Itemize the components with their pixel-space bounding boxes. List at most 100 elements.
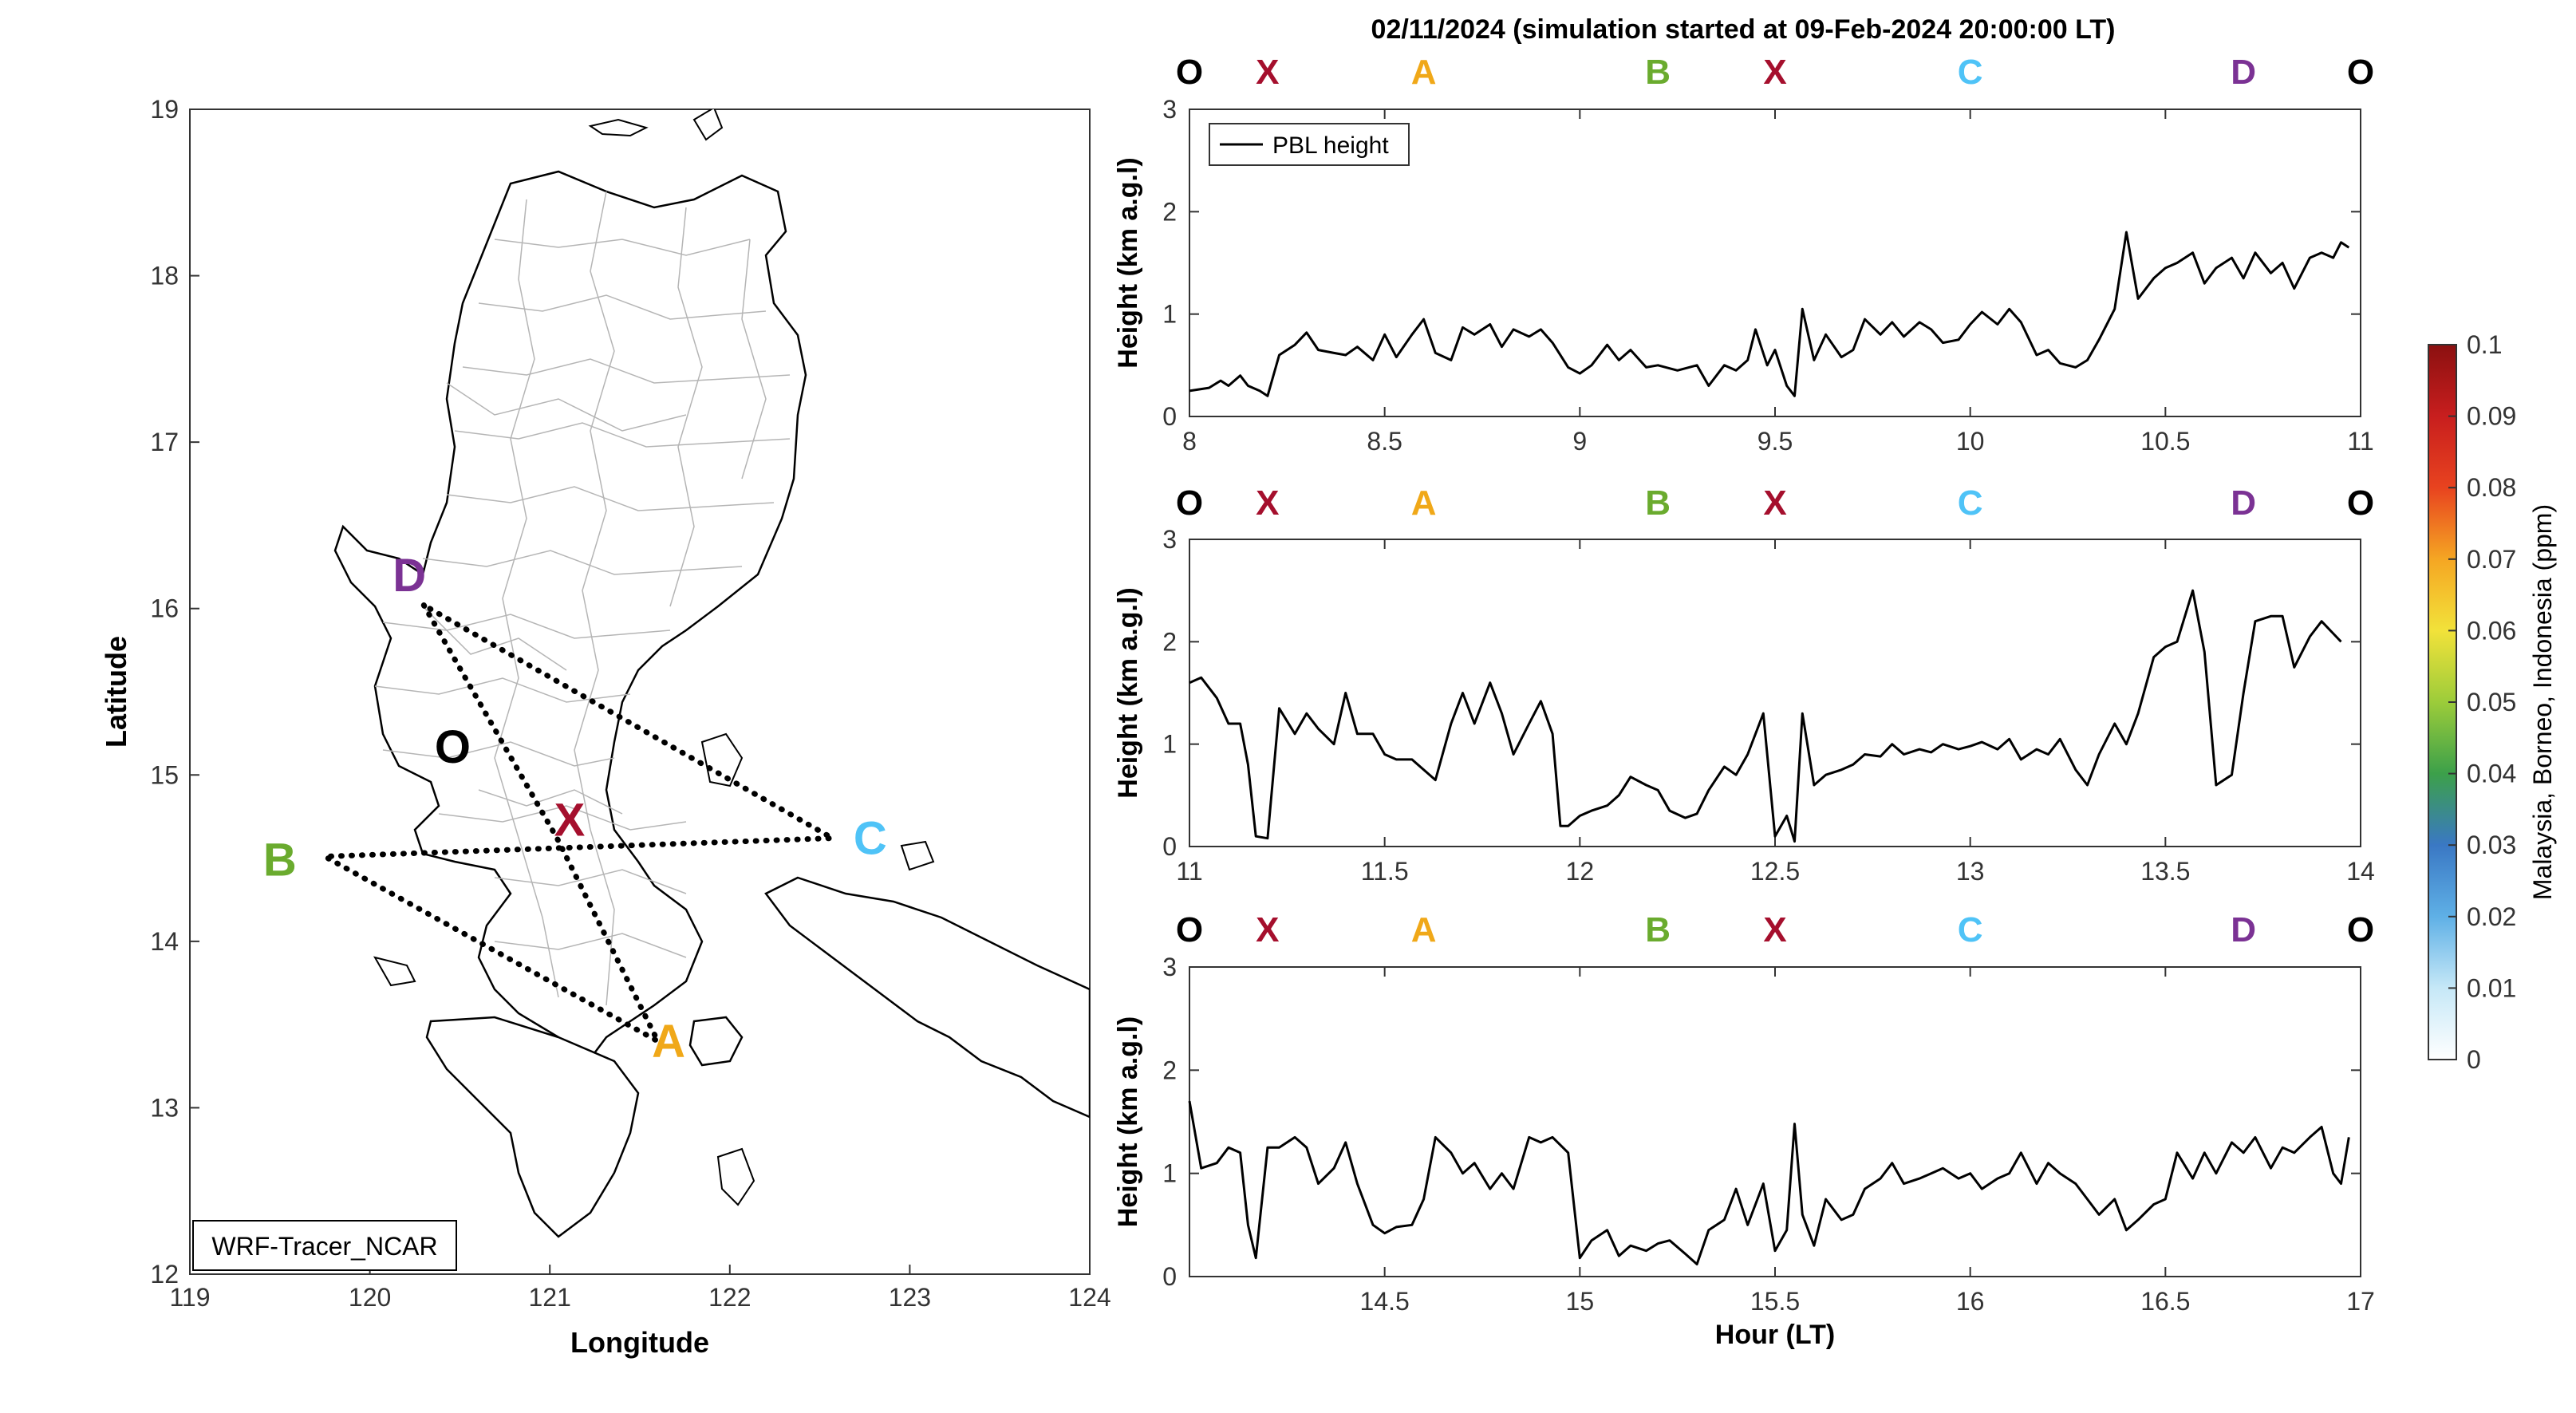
map-point-b: B — [263, 835, 297, 886]
map-y-tick-label: 19 — [150, 95, 179, 124]
header-letter-b: B — [1645, 910, 1671, 949]
header-letter-x: X — [1763, 483, 1786, 523]
small-island-1 — [692, 109, 724, 141]
header-letter-b: B — [1645, 53, 1671, 92]
y-tick-label: 2 — [1162, 627, 1177, 656]
header-letter-d: D — [2231, 910, 2256, 949]
colorbar-tick-label: 0.08 — [2467, 473, 2516, 502]
map-x-tick-label: 122 — [708, 1283, 751, 1312]
marinduque-island — [688, 1016, 744, 1067]
x-tick-label: 11 — [1176, 857, 1202, 886]
header-letter-o: O — [1176, 483, 1203, 523]
header-letter-x: X — [1256, 53, 1279, 92]
route-dotted-line — [314, 602, 842, 1048]
model-label-box — [192, 1220, 457, 1271]
colorbar: 0 0.01 0.02 0.03 0.04 0.05 0.06 0.07 0.08 0.09 0.1… — [2428, 330, 2557, 1074]
y-tick-label: 2 — [1162, 1056, 1177, 1084]
header-letter-c: C — [1958, 910, 1983, 949]
map-y-tick-label: 14 — [150, 927, 179, 956]
pbl-height-line — [1188, 1100, 2350, 1265]
map-point-o: O — [435, 721, 471, 773]
map-x-tick-label: 119 — [169, 1283, 210, 1312]
x-tick-label: 15.5 — [1750, 1287, 1800, 1316]
x-tick-label: 13 — [1956, 857, 1985, 886]
colorbar-tick-label: 0.01 — [2467, 973, 2516, 1002]
header-letter-o: O — [2347, 483, 2374, 523]
map-y-tick-label: 13 — [150, 1093, 179, 1122]
panel-xlabel: Hour (LT) — [1715, 1320, 1835, 1350]
y-tick-label: 0 — [1162, 1262, 1177, 1291]
panel-ylabel: Height (km a.g.l) — [1113, 1016, 1143, 1227]
map-y-tick-label: 12 — [150, 1260, 179, 1289]
small-island-4 — [716, 1147, 755, 1206]
small-island-2 — [900, 840, 935, 871]
province-boundaries — [374, 191, 791, 1006]
map-y-tick-label: 17 — [150, 428, 179, 456]
header-letter-x: X — [1256, 483, 1279, 523]
map-point-a: A — [652, 1016, 685, 1068]
colorbar-tick-label: 0.05 — [2467, 688, 2516, 716]
map-y-tick-label: 16 — [150, 594, 179, 623]
y-tick-label: 3 — [1162, 953, 1177, 981]
pbl-height-line — [1189, 589, 2342, 843]
y-tick-label: 2 — [1162, 197, 1177, 226]
panel-frame — [1189, 539, 2361, 847]
figure-title: 02/11/2024 (simulation started at 09-Feb… — [1371, 14, 2116, 45]
x-tick-label: 10 — [1956, 427, 1985, 456]
x-tick-label: 16 — [1956, 1287, 1985, 1316]
y-tick-label: 0 — [1162, 402, 1177, 431]
map-x-tick-label: 120 — [349, 1283, 391, 1312]
colorbar-tick-label: 0.1 — [2467, 330, 2502, 359]
y-tick-label: 3 — [1162, 95, 1177, 124]
x-tick-label: 9 — [1572, 427, 1587, 456]
x-tick-label: 10.5 — [2140, 427, 2190, 456]
header-letter-o: O — [1176, 53, 1203, 92]
small-island-3 — [373, 956, 416, 987]
header-letter-x: X — [1256, 910, 1279, 949]
header-letter-d: D — [2231, 483, 2256, 523]
colorbar-tick-label: 0.03 — [2467, 831, 2516, 859]
header-letter-b: B — [1645, 483, 1671, 523]
header-letter-a: A — [1411, 53, 1437, 92]
header-letter-x: X — [1763, 910, 1786, 949]
panel-ylabel: Height (km a.g.l) — [1113, 157, 1143, 368]
header-letter-c: C — [1958, 53, 1983, 92]
mindoro-island — [425, 1016, 640, 1238]
map-x-tick-label: 124 — [1068, 1283, 1110, 1312]
map-point-c: C — [854, 813, 887, 865]
x-tick-label: 12 — [1566, 857, 1595, 886]
header-letter-a: A — [1411, 483, 1437, 523]
map-y-tick-label: 15 — [150, 760, 179, 789]
map-point-x: X — [554, 795, 586, 847]
colorbar-tick-label: 0.06 — [2467, 616, 2516, 645]
map-x-tick-label: 121 — [529, 1283, 571, 1312]
x-tick-label: 14.5 — [1360, 1287, 1410, 1316]
x-tick-label: 16.5 — [2140, 1287, 2190, 1316]
header-letter-x: X — [1763, 53, 1786, 92]
map-tick-labels: 119 120 121 122 123 124 12 13 14 15 16 17 18 19 — [150, 95, 1110, 1312]
x-tick-label: 8.5 — [1367, 427, 1402, 456]
colorbar-tick-label: 0.09 — [2467, 402, 2516, 431]
pbl-panel-1: 8 8.5 9 9.5 10 10.5 11 0 1 2 3 Height (km a.g.l) O X A… — [1113, 53, 2374, 456]
babuyan-island — [588, 118, 649, 137]
map-point-labels: D O X B C A — [263, 550, 887, 1068]
x-tick-label: 11 — [2347, 427, 2373, 456]
model-label-text: WRF-Tracer_NCAR — [211, 1232, 437, 1261]
colorbar-tick-labels: 0 0.01 0.02 0.03 0.04 0.05 0.06 0.07 0.08 0.09 0.1 — [2448, 330, 2516, 1074]
x-tick-label: 8 — [1182, 427, 1197, 456]
pbl-height-line — [1189, 231, 2350, 397]
x-tick-label: 11.5 — [1361, 857, 1409, 886]
header-letter-o: O — [2347, 910, 2374, 949]
x-tick-label: 17 — [2346, 1287, 2375, 1316]
polillo-island — [700, 732, 744, 787]
panel-ylabel: Height (km a.g.l) — [1113, 587, 1143, 798]
colorbar-tick-label: 0.04 — [2467, 760, 2516, 788]
map-panel: 119 120 121 122 123 124 12 13 14 15 16 17 18 19 Longi… — [100, 95, 1111, 1359]
map-land — [333, 109, 1090, 1238]
map-ylabel: Latitude — [100, 636, 132, 748]
panel-frame — [1189, 966, 2361, 1277]
y-tick-label: 1 — [1162, 730, 1177, 759]
